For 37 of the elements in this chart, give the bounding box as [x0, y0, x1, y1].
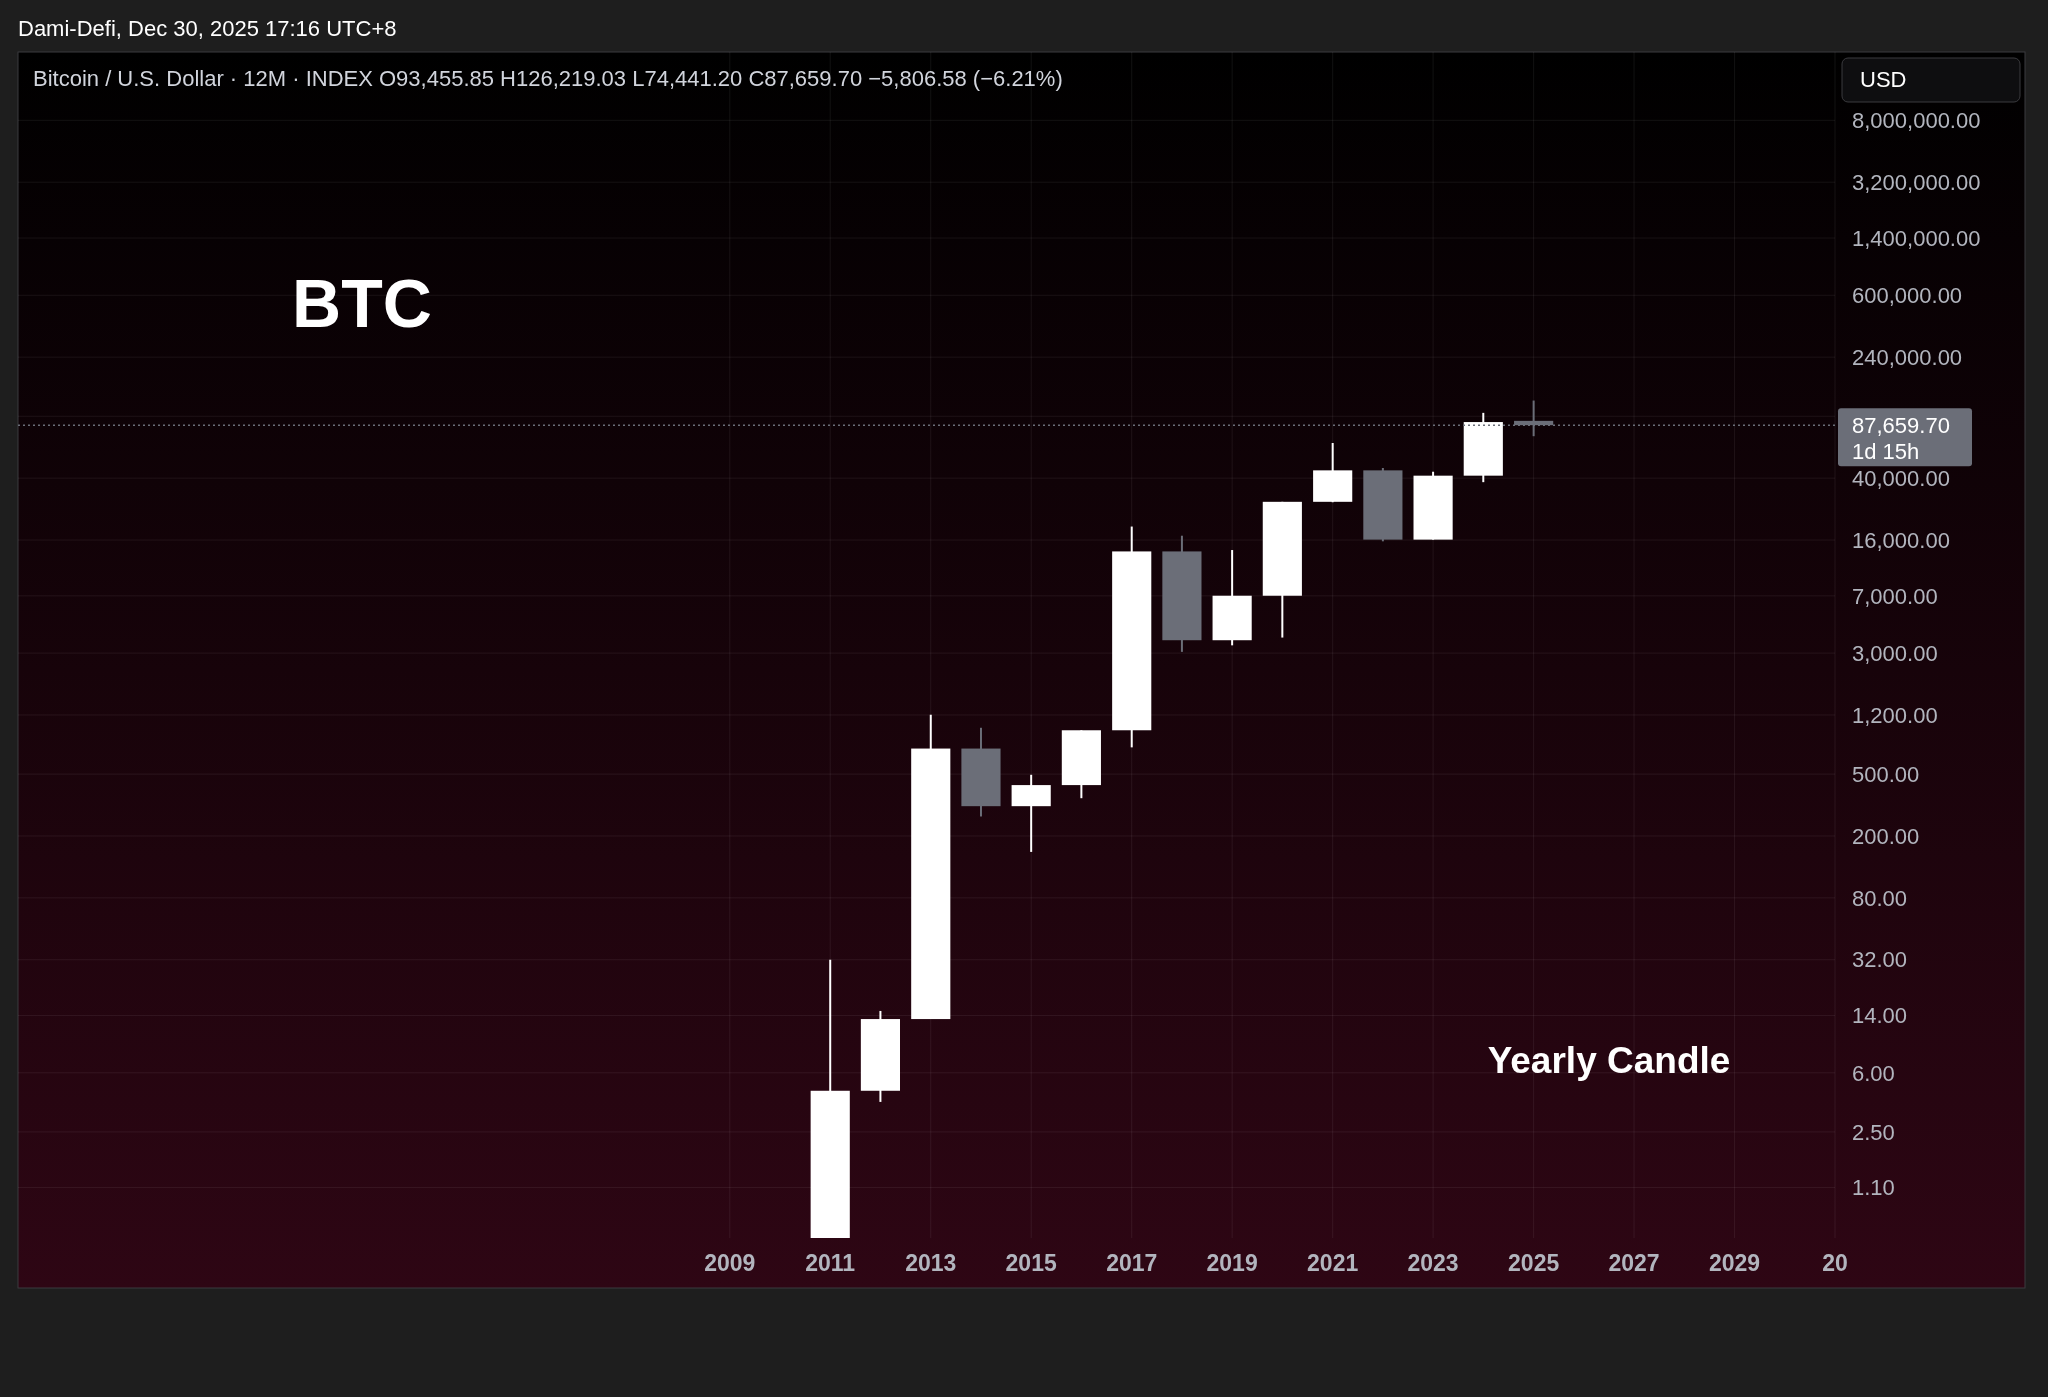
y-tick-label: 16,000.00 — [1852, 527, 1950, 553]
text: BTC — [292, 265, 432, 341]
y-tick-label: 1.10 — [1852, 1175, 1895, 1201]
x-tick-label: 2023 — [1407, 1250, 1459, 1276]
y-tick-label: 3,200,000.00 — [1852, 169, 1981, 195]
y-tick-label: 40,000.00 — [1852, 465, 1950, 491]
x-tick-label: 2021 — [1307, 1250, 1359, 1276]
text: Bitcoin / U.S. Dollar · 12M · INDEX O93,455.85 H126,219.03 L74,441.20 C87,659.70 −5,806.58 (−6.21%) — [33, 66, 1063, 91]
x-tick-label: 2011 — [805, 1250, 856, 1276]
y-tick-label: 2.50 — [1852, 1119, 1895, 1145]
y-tick-label: 240,000.00 — [1852, 344, 1963, 370]
x-tick-label: 2027 — [1608, 1250, 1660, 1276]
x-tick-label: 2013 — [905, 1250, 957, 1276]
y-tick-label: 8,000,000.00 — [1852, 108, 1981, 134]
y-tick-label: 32.00 — [1852, 947, 1908, 973]
y-tick-label: 200.00 — [1852, 823, 1920, 849]
y-tick-label: 600,000.00 — [1852, 282, 1963, 308]
x-tick-label: 2029 — [1709, 1250, 1761, 1276]
y-tick-label: 7,000.00 — [1852, 583, 1938, 609]
annotation: Yearly Candle — [1487, 1040, 1731, 1081]
x-tick-label: 2009 — [704, 1250, 756, 1276]
text: USD — [1860, 67, 1907, 92]
x-tick-label: 2019 — [1206, 1250, 1258, 1276]
x-tick-label: 2017 — [1106, 1250, 1158, 1276]
y-tick-label: 1,200.00 — [1852, 702, 1938, 728]
x-tick-label: 2015 — [1005, 1250, 1057, 1276]
y-tick-label: 14.00 — [1852, 1003, 1908, 1029]
x-tick-label: 2025 — [1508, 1250, 1560, 1276]
y-tick-label: 1,400,000.00 — [1852, 225, 1981, 251]
text: 1d 15h — [1852, 438, 1920, 464]
y-tick-label: 3,000.00 — [1852, 640, 1938, 666]
ref-line-label: 87,659.70 — [1852, 412, 1950, 438]
y-tick-label: 500.00 — [1852, 761, 1920, 787]
text: Dami-Defi, Dec 30, 2025 17:16 UTC+8 — [18, 16, 397, 41]
x-tick-label: 20 — [1822, 1250, 1848, 1276]
y-tick-label: 80.00 — [1852, 885, 1908, 911]
y-tick-label: 6.00 — [1852, 1060, 1895, 1086]
